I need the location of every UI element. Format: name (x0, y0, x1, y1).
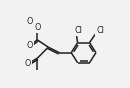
Text: O: O (27, 17, 33, 26)
Text: O: O (25, 59, 31, 68)
Text: Cl: Cl (74, 26, 82, 35)
Text: Cl: Cl (96, 26, 104, 35)
Text: O: O (27, 41, 33, 50)
Text: O: O (34, 23, 41, 32)
